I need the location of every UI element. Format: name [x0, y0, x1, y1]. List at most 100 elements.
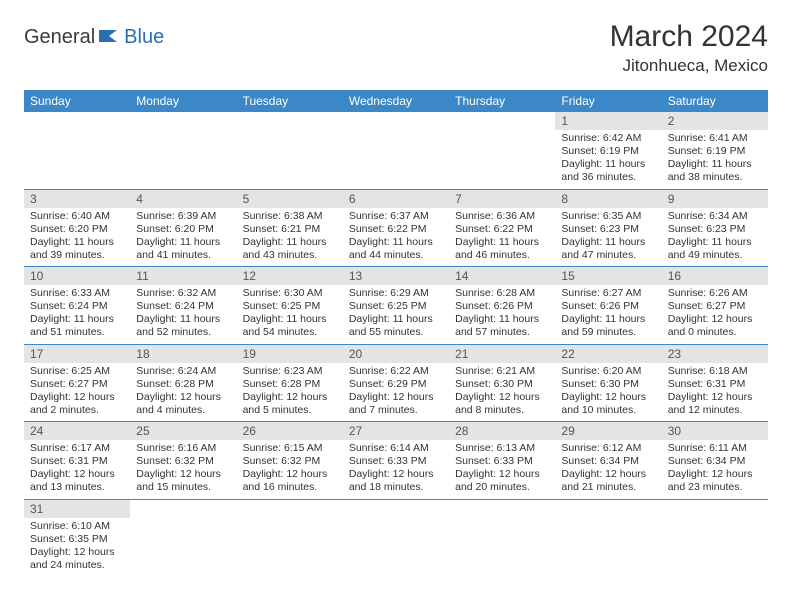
- sunset-text: Sunset: 6:28 PM: [136, 378, 230, 391]
- calendar-day-cell: [343, 112, 449, 189]
- sunset-text: Sunset: 6:32 PM: [243, 455, 337, 468]
- sunrise-text: Sunrise: 6:10 AM: [30, 520, 124, 533]
- weekday-header-row: Sunday Monday Tuesday Wednesday Thursday…: [24, 90, 768, 112]
- calendar-day-cell: 25Sunrise: 6:16 AMSunset: 6:32 PMDayligh…: [130, 422, 236, 500]
- day-details: Sunrise: 6:40 AMSunset: 6:20 PMDaylight:…: [24, 208, 130, 267]
- day-number: 19: [237, 345, 343, 363]
- day-number: 13: [343, 267, 449, 285]
- daylight-text: Daylight: 12 hours and 23 minutes.: [668, 468, 762, 494]
- day-details: Sunrise: 6:28 AMSunset: 6:26 PMDaylight:…: [449, 285, 555, 344]
- calendar-day-cell: [343, 499, 449, 576]
- logo-text-general: General: [24, 26, 95, 49]
- day-number: 31: [24, 500, 130, 518]
- sunrise-text: Sunrise: 6:11 AM: [668, 442, 762, 455]
- sunset-text: Sunset: 6:19 PM: [668, 145, 762, 158]
- calendar-day-cell: 13Sunrise: 6:29 AMSunset: 6:25 PMDayligh…: [343, 267, 449, 345]
- title-block: March 2024 Jitonhueca, Mexico: [610, 20, 768, 76]
- daylight-text: Daylight: 12 hours and 20 minutes.: [455, 468, 549, 494]
- day-details: Sunrise: 6:32 AMSunset: 6:24 PMDaylight:…: [130, 285, 236, 344]
- calendar-day-cell: 3Sunrise: 6:40 AMSunset: 6:20 PMDaylight…: [24, 189, 130, 267]
- daylight-text: Daylight: 11 hours and 39 minutes.: [30, 236, 124, 262]
- daylight-text: Daylight: 12 hours and 18 minutes.: [349, 468, 443, 494]
- calendar-week-row: 24Sunrise: 6:17 AMSunset: 6:31 PMDayligh…: [24, 422, 768, 500]
- daylight-text: Daylight: 11 hours and 57 minutes.: [455, 313, 549, 339]
- sunrise-text: Sunrise: 6:33 AM: [30, 287, 124, 300]
- day-details: Sunrise: 6:36 AMSunset: 6:22 PMDaylight:…: [449, 208, 555, 267]
- day-details: Sunrise: 6:39 AMSunset: 6:20 PMDaylight:…: [130, 208, 236, 267]
- day-number: 24: [24, 422, 130, 440]
- sunset-text: Sunset: 6:20 PM: [30, 223, 124, 236]
- sunset-text: Sunset: 6:28 PM: [243, 378, 337, 391]
- sunrise-text: Sunrise: 6:42 AM: [561, 132, 655, 145]
- weekday-header: Thursday: [449, 90, 555, 112]
- day-details: Sunrise: 6:27 AMSunset: 6:26 PMDaylight:…: [555, 285, 661, 344]
- day-number: 29: [555, 422, 661, 440]
- sunset-text: Sunset: 6:31 PM: [30, 455, 124, 468]
- day-number: 25: [130, 422, 236, 440]
- day-details: Sunrise: 6:29 AMSunset: 6:25 PMDaylight:…: [343, 285, 449, 344]
- day-details: Sunrise: 6:41 AMSunset: 6:19 PMDaylight:…: [662, 130, 768, 189]
- day-details: Sunrise: 6:16 AMSunset: 6:32 PMDaylight:…: [130, 440, 236, 499]
- daylight-text: Daylight: 11 hours and 51 minutes.: [30, 313, 124, 339]
- day-number: 30: [662, 422, 768, 440]
- calendar-day-cell: 23Sunrise: 6:18 AMSunset: 6:31 PMDayligh…: [662, 344, 768, 422]
- sunrise-text: Sunrise: 6:40 AM: [30, 210, 124, 223]
- calendar-day-cell: 20Sunrise: 6:22 AMSunset: 6:29 PMDayligh…: [343, 344, 449, 422]
- sunset-text: Sunset: 6:25 PM: [349, 300, 443, 313]
- calendar-day-cell: 21Sunrise: 6:21 AMSunset: 6:30 PMDayligh…: [449, 344, 555, 422]
- sunrise-text: Sunrise: 6:41 AM: [668, 132, 762, 145]
- logo: General Blue: [24, 26, 164, 49]
- weekday-header: Wednesday: [343, 90, 449, 112]
- daylight-text: Daylight: 11 hours and 47 minutes.: [561, 236, 655, 262]
- daylight-text: Daylight: 12 hours and 24 minutes.: [30, 546, 124, 572]
- daylight-text: Daylight: 12 hours and 8 minutes.: [455, 391, 549, 417]
- day-number: 7: [449, 190, 555, 208]
- day-details: Sunrise: 6:35 AMSunset: 6:23 PMDaylight:…: [555, 208, 661, 267]
- sunrise-text: Sunrise: 6:15 AM: [243, 442, 337, 455]
- calendar-day-cell: 11Sunrise: 6:32 AMSunset: 6:24 PMDayligh…: [130, 267, 236, 345]
- daylight-text: Daylight: 12 hours and 12 minutes.: [668, 391, 762, 417]
- calendar-day-cell: 19Sunrise: 6:23 AMSunset: 6:28 PMDayligh…: [237, 344, 343, 422]
- day-details: Sunrise: 6:13 AMSunset: 6:33 PMDaylight:…: [449, 440, 555, 499]
- calendar-day-cell: 10Sunrise: 6:33 AMSunset: 6:24 PMDayligh…: [24, 267, 130, 345]
- sunrise-text: Sunrise: 6:36 AM: [455, 210, 549, 223]
- calendar-day-cell: 31Sunrise: 6:10 AMSunset: 6:35 PMDayligh…: [24, 499, 130, 576]
- calendar-day-cell: 12Sunrise: 6:30 AMSunset: 6:25 PMDayligh…: [237, 267, 343, 345]
- sunrise-text: Sunrise: 6:30 AM: [243, 287, 337, 300]
- day-details: Sunrise: 6:22 AMSunset: 6:29 PMDaylight:…: [343, 363, 449, 422]
- day-number: 4: [130, 190, 236, 208]
- daylight-text: Daylight: 11 hours and 38 minutes.: [668, 158, 762, 184]
- sunset-text: Sunset: 6:34 PM: [561, 455, 655, 468]
- calendar-day-cell: [130, 112, 236, 189]
- sunset-text: Sunset: 6:32 PM: [136, 455, 230, 468]
- day-number: 10: [24, 267, 130, 285]
- sunrise-text: Sunrise: 6:18 AM: [668, 365, 762, 378]
- day-number: 16: [662, 267, 768, 285]
- sunrise-text: Sunrise: 6:37 AM: [349, 210, 443, 223]
- day-details: Sunrise: 6:10 AMSunset: 6:35 PMDaylight:…: [24, 518, 130, 577]
- daylight-text: Daylight: 12 hours and 10 minutes.: [561, 391, 655, 417]
- day-number: 9: [662, 190, 768, 208]
- day-number: 21: [449, 345, 555, 363]
- day-number: 18: [130, 345, 236, 363]
- sunset-text: Sunset: 6:35 PM: [30, 533, 124, 546]
- header: General Blue March 2024 Jitonhueca, Mexi…: [24, 20, 768, 76]
- sunset-text: Sunset: 6:19 PM: [561, 145, 655, 158]
- daylight-text: Daylight: 11 hours and 41 minutes.: [136, 236, 230, 262]
- day-details: Sunrise: 6:15 AMSunset: 6:32 PMDaylight:…: [237, 440, 343, 499]
- calendar-week-row: 31Sunrise: 6:10 AMSunset: 6:35 PMDayligh…: [24, 499, 768, 576]
- calendar-day-cell: 30Sunrise: 6:11 AMSunset: 6:34 PMDayligh…: [662, 422, 768, 500]
- daylight-text: Daylight: 12 hours and 5 minutes.: [243, 391, 337, 417]
- calendar-day-cell: 29Sunrise: 6:12 AMSunset: 6:34 PMDayligh…: [555, 422, 661, 500]
- day-number: 2: [662, 112, 768, 130]
- daylight-text: Daylight: 11 hours and 55 minutes.: [349, 313, 443, 339]
- daylight-text: Daylight: 12 hours and 7 minutes.: [349, 391, 443, 417]
- day-details: Sunrise: 6:33 AMSunset: 6:24 PMDaylight:…: [24, 285, 130, 344]
- sunset-text: Sunset: 6:26 PM: [561, 300, 655, 313]
- logo-text-blue: Blue: [124, 26, 164, 49]
- day-details: Sunrise: 6:42 AMSunset: 6:19 PMDaylight:…: [555, 130, 661, 189]
- calendar-week-row: 3Sunrise: 6:40 AMSunset: 6:20 PMDaylight…: [24, 189, 768, 267]
- day-number: 11: [130, 267, 236, 285]
- daylight-text: Daylight: 12 hours and 4 minutes.: [136, 391, 230, 417]
- day-details: Sunrise: 6:34 AMSunset: 6:23 PMDaylight:…: [662, 208, 768, 267]
